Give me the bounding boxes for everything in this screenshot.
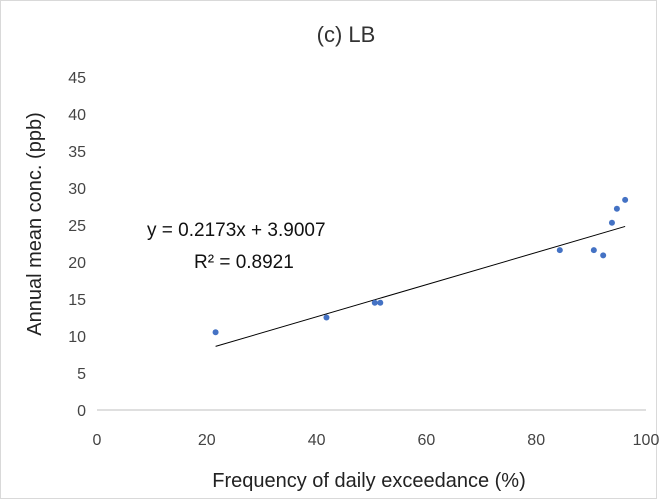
data-point	[556, 247, 563, 254]
y-axis-title-group: Annual mean conc. (ppb)	[24, 112, 46, 335]
y-axis-title: Annual mean conc. (ppb)	[24, 112, 46, 335]
x-tick-label: 20	[198, 432, 216, 449]
x-tick-label: 40	[308, 432, 326, 449]
y-tick-label: 0	[77, 403, 86, 420]
y-tick-label: 25	[68, 218, 86, 235]
data-point	[323, 314, 330, 321]
x-tick-label: 60	[418, 432, 436, 449]
y-tick-label: 30	[68, 181, 86, 198]
data-point	[371, 299, 378, 306]
trendline-r-squared: R² = 0.8921	[194, 252, 294, 273]
data-point	[590, 247, 597, 254]
data-points	[212, 196, 629, 336]
y-tick-label: 10	[68, 329, 86, 346]
data-point	[377, 299, 384, 306]
y-tick-label: 15	[68, 292, 86, 309]
data-point	[622, 196, 629, 203]
y-tick-labels: 0 5 10 15 20 25 30 35 40 45	[68, 70, 86, 420]
y-tick-label: 5	[77, 366, 86, 383]
chart-title: (c) LB	[317, 22, 376, 47]
x-tick-labels: 0 20 40 60 80 100	[93, 432, 659, 449]
data-point	[600, 252, 607, 259]
y-tick-label: 20	[68, 255, 86, 272]
y-tick-label: 45	[68, 70, 86, 87]
y-tick-label: 40	[68, 107, 86, 124]
x-axis-title: Frequency of daily exceedance (%)	[212, 470, 526, 492]
trendline	[215, 225, 626, 347]
x-tick-label: 100	[633, 432, 659, 449]
data-point	[608, 219, 615, 226]
data-point	[613, 205, 620, 212]
x-tick-label: 80	[527, 432, 545, 449]
trendline-equation: y = 0.2173x + 3.9007	[147, 220, 326, 241]
data-point	[212, 329, 219, 336]
y-tick-label: 35	[68, 144, 86, 161]
x-tick-label: 0	[93, 432, 102, 449]
